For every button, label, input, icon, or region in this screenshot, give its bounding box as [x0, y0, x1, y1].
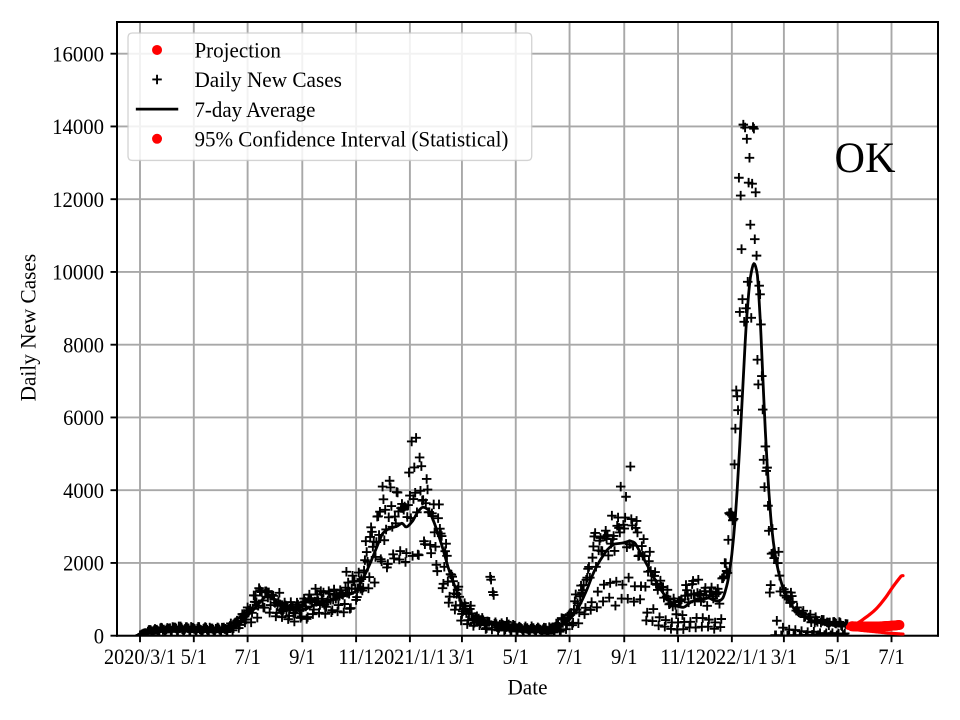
svg-text:11/1: 11/1 — [660, 644, 696, 669]
svg-text:95% Confidence Interval (Stati: 95% Confidence Interval (Statistical) — [194, 126, 508, 151]
svg-text:5/1: 5/1 — [181, 644, 207, 669]
svg-text:5/1: 5/1 — [824, 644, 850, 669]
svg-text:14000: 14000 — [52, 114, 104, 139]
svg-text:2021/1/1: 2021/1/1 — [374, 644, 446, 669]
svg-text:3/1: 3/1 — [449, 644, 475, 669]
svg-text:8000: 8000 — [63, 332, 104, 357]
svg-text:7/1: 7/1 — [556, 644, 582, 669]
svg-text:2020/3/1: 2020/3/1 — [104, 644, 176, 669]
svg-text:9/1: 9/1 — [611, 644, 637, 669]
svg-text:0: 0 — [94, 623, 104, 648]
svg-text:Daily New Cases: Daily New Cases — [15, 254, 40, 402]
svg-text:16000: 16000 — [52, 41, 104, 66]
svg-text:5/1: 5/1 — [503, 644, 529, 669]
svg-text:4000: 4000 — [63, 478, 104, 503]
svg-text:7-day Average: 7-day Average — [194, 97, 315, 122]
svg-text:7/1: 7/1 — [878, 644, 904, 669]
svg-text:9/1: 9/1 — [289, 644, 315, 669]
svg-text:2022/1/1: 2022/1/1 — [696, 644, 768, 669]
svg-text:12000: 12000 — [52, 187, 104, 212]
svg-text:6000: 6000 — [63, 405, 104, 430]
svg-text:Projection: Projection — [194, 38, 281, 63]
svg-text:Daily New Cases: Daily New Cases — [194, 67, 342, 92]
svg-text:11/1: 11/1 — [338, 644, 374, 669]
svg-text:10000: 10000 — [52, 260, 104, 285]
svg-text:OK: OK — [835, 135, 896, 182]
svg-text:3/1: 3/1 — [771, 644, 797, 669]
svg-text:7/1: 7/1 — [234, 644, 260, 669]
svg-text:2000: 2000 — [63, 551, 104, 576]
svg-text:Date: Date — [508, 674, 548, 699]
